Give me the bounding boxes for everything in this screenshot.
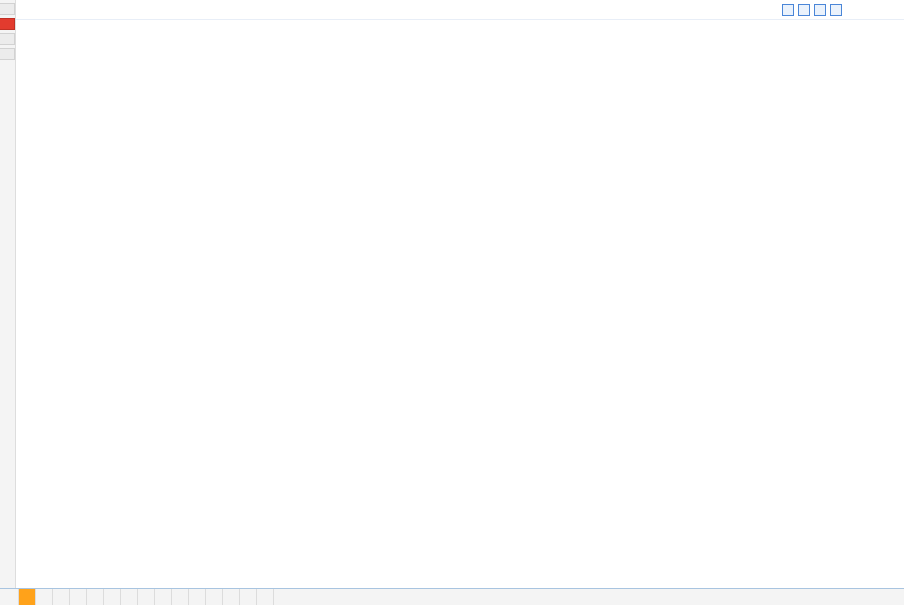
toolbar-kdj-button[interactable]	[138, 589, 155, 605]
toolbar-ichimoku-button[interactable]	[240, 589, 257, 605]
chart-area[interactable]	[16, 20, 904, 588]
toolbar-indicator-button[interactable]	[19, 589, 36, 605]
toolbar-psy-button[interactable]	[189, 589, 206, 605]
tab-kline-chart[interactable]	[0, 18, 15, 30]
toolbar-vip-indicator-button[interactable]	[53, 589, 70, 605]
new-window-icon[interactable]	[830, 3, 842, 16]
toolbar-period-button[interactable]	[0, 589, 19, 605]
toolbar-ma-button[interactable]	[87, 589, 104, 605]
tab-lightning-chart[interactable]	[0, 33, 15, 45]
toolbar-cr-button[interactable]	[172, 589, 189, 605]
toolbar-boll-button[interactable]	[206, 589, 223, 605]
grid-layout-icon[interactable]	[782, 3, 794, 16]
window-controls	[782, 3, 842, 16]
toolbar-cci-button[interactable]	[121, 589, 138, 605]
tab-time-chart[interactable]	[0, 3, 15, 15]
toolbar-rsi-button[interactable]	[155, 589, 172, 605]
tab-contract-info[interactable]	[0, 48, 15, 60]
toolbar-macd-button[interactable]	[104, 589, 121, 605]
bottom-toolbar	[0, 588, 904, 605]
chart-type-rail	[0, 0, 16, 588]
toolbar-vol-button[interactable]	[223, 589, 240, 605]
chart-canvas[interactable]	[16, 20, 904, 588]
chart-header	[16, 0, 904, 20]
split-window-icon[interactable]	[798, 3, 810, 16]
toolbar-settings-button[interactable]	[257, 589, 274, 605]
toolbar-expma-button[interactable]	[70, 589, 87, 605]
panel-layout-icon[interactable]	[814, 3, 826, 16]
toolbar-template-button[interactable]	[36, 589, 53, 605]
